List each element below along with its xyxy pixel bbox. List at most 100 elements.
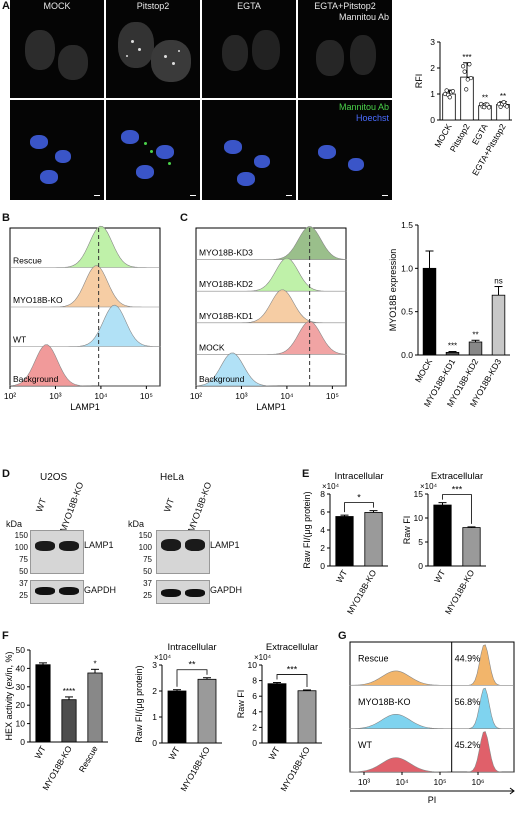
band-label-gapdh-u2os: GAPDH: [84, 585, 117, 595]
chart-c-histogram-series-label-4: Background: [199, 374, 245, 384]
kda-label-hela: kDa: [128, 519, 145, 529]
chart-a-rfi-sig-3: **: [500, 92, 506, 101]
chart-a-rfi-ytick-label-2: 2: [430, 63, 435, 73]
chart-c-expression-ytick-label-1: 0.5: [401, 307, 413, 317]
chart-c-expression-sig-2: **: [472, 330, 478, 339]
chart-b-histogram-xtick-label-2: 10⁴: [94, 391, 107, 401]
chart-f-intracellular-multiplier: ×10⁴: [154, 653, 172, 662]
chart-f-hex-cat-2: Rescue: [77, 744, 100, 774]
chart-f-hex-ytick-label-4: 40: [16, 663, 26, 673]
chart-f-extracellular-title: Extracellular: [266, 642, 318, 653]
chart-c-histogram-xtick-label-2: 10⁴: [280, 391, 293, 401]
chart-e-intracellular-ytick-label-3: 6: [320, 507, 325, 517]
blot-title-u2os: U2OS: [40, 472, 68, 483]
chart-b-histogram-series-label-0: Rescue: [13, 256, 42, 266]
chart-e-extracellular-title: Extracellular: [431, 471, 483, 482]
chart-g-pi-curve-2: [349, 731, 514, 773]
chart-f-hex-ylabel: HEX activity (ex/in, %): [4, 651, 14, 740]
chart-e-extracellular-sig: ***: [452, 485, 463, 495]
chart-f-extracellular-ytick-label-2: 4: [252, 707, 257, 717]
chart-e-intracellular-ytick-label-1: 2: [320, 543, 325, 553]
chart-f-hex-bar-0: [35, 664, 51, 743]
chart-c-expression-ytick-label-0: 0.0: [401, 350, 413, 360]
chart-b-histogram-xtick-label-1: 10³: [49, 391, 61, 401]
chart-g-pi-row-pct-2: 45.2%: [455, 740, 481, 750]
chart-b-histogram-series-label-2: WT: [13, 335, 26, 345]
column-title-mock: MOCK: [43, 1, 71, 11]
chart-a-rfi-ytick-label-1: 1: [430, 89, 435, 99]
chart-e-intracellular-bar-0: [335, 516, 354, 567]
chart-a-rfi-ytick-label-3: 3: [430, 37, 435, 47]
chart-f-extracellular-multiplier: ×10⁴: [254, 653, 272, 662]
chart-e-extracellular-sig-bracket: [442, 494, 472, 524]
chart-e-intracellular-ytick-label-0: 0: [320, 561, 325, 571]
chart-f-hex-sig-1: ****: [63, 687, 75, 696]
chart-a-rfi-point-1-1: [462, 69, 467, 74]
chart-b-histogram-curve-2: [10, 304, 161, 347]
chart-f-intracellular-bar-0: [167, 690, 187, 744]
chart-g-pi-row-pct-1: 56.8%: [455, 697, 481, 707]
band-label-gapdh-hela: GAPDH: [210, 585, 243, 595]
chart-a-rfi-bar-1: [460, 76, 474, 121]
chart-a-rfi-point-2-5: [486, 105, 492, 110]
chart-c-histogram-curve-1: [196, 257, 346, 292]
markers-u2os: 150 100 75 50 37 25: [14, 531, 28, 600]
chart-a-rfi-point-0-5: [450, 89, 456, 94]
chart-g-pi-row-label-0: Rescue: [358, 654, 389, 664]
micrograph-mock-ab: MOCK: [10, 0, 104, 98]
micrograph-mock-merge: [10, 100, 104, 200]
chart-g-pi-row-label-1: MYO18B-KO: [358, 697, 411, 707]
chart-a-rfi-point-1-2: [464, 87, 469, 92]
band-label-lamp1-u2os: LAMP1: [84, 540, 114, 550]
chart-b-histogram-series-label-3: Background: [13, 374, 59, 384]
chart-c-expression-ytick-label-3: 1.5: [401, 220, 413, 230]
chart-b-histogram-curve-0: [10, 225, 160, 268]
chart-a-rfi-ylabel: RFI: [414, 74, 424, 89]
channel-label-hoechst: Hoechst: [355, 113, 389, 123]
chart-e-extracellular-cat-1: MYO18B-KO: [443, 568, 477, 616]
column-title-egta: EGTA: [237, 1, 261, 11]
chart-f-extracellular-cat-0: WT: [266, 745, 281, 761]
panel-label-a: A: [2, 0, 10, 12]
chart-f-hex-sig-2: *: [93, 659, 96, 668]
chart-f-intracellular-cat-0: WT: [166, 745, 181, 761]
chart-c-expression-ytick-label-2: 1.0: [401, 263, 413, 273]
chart-e-extracellular-ytick-label-2: 10: [414, 513, 424, 523]
chart-g-pi-curve-0: [349, 644, 514, 686]
chart-e-extracellular-ytick-label-3: 15: [414, 489, 424, 499]
chart-e-intracellular-sig-bracket: [344, 502, 374, 513]
chart-f-intracellular-cat-1: MYO18B-KO: [178, 745, 212, 793]
micrograph-egta-pitstop2-ab: EGTA+Pitstop2 Mannitou Ab: [298, 0, 392, 98]
chart-f-intracellular-sig: **: [188, 660, 196, 670]
chart-c-histogram-curve-3: [196, 321, 347, 355]
micrograph-egta-pitstop2-merge: Mannitou Ab Hoechst: [298, 100, 392, 200]
chart-f-extracellular-ytick-label-0: 0: [252, 738, 257, 748]
chart-b-histogram-xtick-label-3: 10⁵: [140, 391, 153, 401]
chart-e-intracellular-sig: *: [357, 493, 361, 503]
chart-e-extracellular-ytick-label-1: 5: [418, 537, 423, 547]
chart-f-extracellular-sig: ***: [287, 665, 298, 675]
chart-f-extracellular-ytick-label-4: 8: [252, 676, 257, 686]
chart-c-histogram-curve-4: [195, 352, 346, 387]
chart-e-intracellular-cat-1: MYO18B-KO: [345, 568, 379, 616]
chart-a-rfi-point-1-5: [468, 75, 474, 81]
chart-f-hex-ytick-label-5: 50: [16, 645, 26, 655]
chart-f-hex-ytick-label-3: 30: [16, 682, 26, 692]
chart-c-expression-sig-3: ns: [494, 277, 502, 286]
chart-a-rfi-sig-2: **: [482, 94, 488, 103]
chart-f-intracellular-bar-1: [197, 678, 217, 744]
chart-c-expression-bar-3: [491, 294, 506, 356]
chart-f-hex-ytick-label-2: 20: [16, 700, 26, 710]
chart-e-extracellular-ytick-label-0: 0: [418, 561, 423, 571]
chart-c-histogram-series-label-1: MYO18B-KD2: [199, 279, 253, 289]
chart-c-histogram-xlabel: LAMP1: [256, 402, 286, 412]
panel-label-c: C: [180, 212, 188, 224]
blot-u2os-gapdh: [30, 580, 84, 604]
chart-g-pi-xtick-label-3: 10⁶: [472, 777, 485, 787]
chart-e-extracellular-bar-1: [462, 527, 481, 567]
chart-c-histogram-curve-0: [196, 226, 347, 260]
chart-c-expression-sig-1: ***: [448, 342, 457, 351]
chart-e-extracellular-cat-0: WT: [432, 568, 447, 584]
chart-b-histogram-series-label-1: MYO18B-KO: [13, 295, 63, 305]
chart-e-intracellular-ylabel: Raw FI/(μg protein): [302, 491, 312, 568]
